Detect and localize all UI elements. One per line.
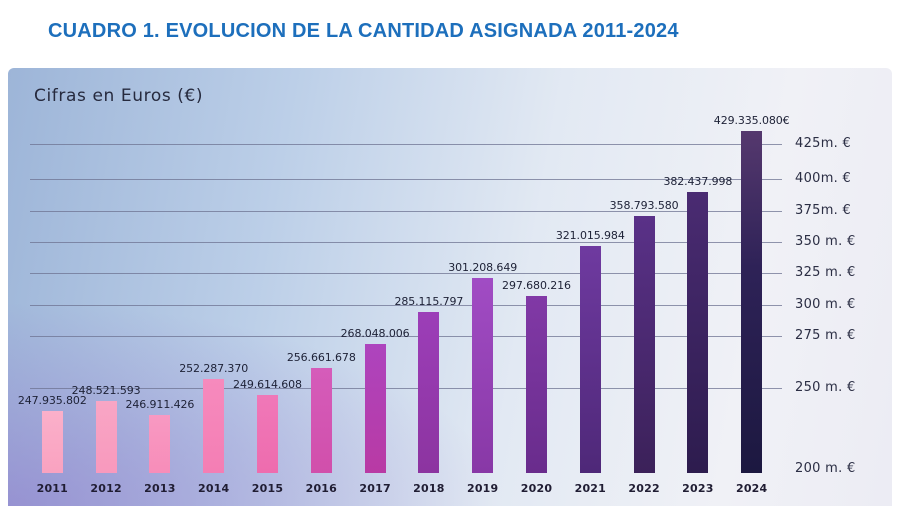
- bar-2018: [418, 312, 440, 473]
- bar-value-label: 268.048.006: [340, 327, 410, 340]
- bar-2017: [364, 344, 386, 473]
- x-axis-label: 2016: [305, 482, 338, 495]
- gridline: [30, 242, 782, 243]
- bar-value-label: 249.614.608: [233, 378, 302, 391]
- x-axis-label: 2017: [359, 482, 391, 495]
- bar-2012: [95, 401, 117, 473]
- y-axis-label: 250 m. €: [795, 380, 856, 395]
- y-axis-label: 325 m. €: [795, 265, 856, 280]
- gridline: [30, 273, 782, 274]
- gridline: [30, 336, 782, 337]
- bar-value-label: 301.208.649: [448, 261, 518, 274]
- bar-2013: [149, 415, 171, 473]
- bar-value-label: 252.287.370: [179, 362, 249, 375]
- x-axis-label: 2023: [682, 482, 714, 495]
- bar-value-label: 285.115.797: [394, 295, 464, 308]
- bar-2022: [633, 216, 655, 473]
- y-axis-label: 425m. €: [795, 136, 852, 151]
- bar-2024: [741, 131, 763, 473]
- x-axis-label: 2022: [628, 482, 660, 495]
- bar-value-label: 358.793.580: [609, 199, 679, 212]
- bar-value-label: 382.437.998: [663, 175, 733, 188]
- y-axis-label: 200 m. €: [795, 461, 856, 476]
- x-axis-label: 2018: [413, 482, 445, 495]
- bar-2015: [257, 395, 278, 473]
- bar-value-label: 256.661.678: [286, 351, 356, 364]
- chart-title: CUADRO 1. EVOLUCION DE LA CANTIDAD ASIGN…: [48, 20, 679, 42]
- bar-value-label: 246.911.426: [125, 398, 195, 411]
- bar-value-label: 248.521.593: [71, 384, 141, 397]
- gridline: [30, 179, 782, 180]
- bar-2023: [687, 192, 709, 473]
- bar-value-label: 297.680.216: [502, 279, 571, 292]
- bar-2020: [526, 296, 547, 473]
- x-axis-label: 2014: [197, 482, 230, 495]
- x-axis-label: 2011: [36, 482, 69, 495]
- x-axis-label: 2020: [520, 482, 553, 495]
- y-axis-label: 275 m. €: [795, 328, 856, 343]
- x-axis-label: 2021: [574, 482, 607, 495]
- y-axis-label: 375m. €: [795, 203, 852, 218]
- bar-2011: [41, 411, 63, 473]
- gridline: [30, 305, 782, 306]
- bar-value-label: 429.335.080€: [713, 114, 790, 127]
- y-axis-label: 400m. €: [795, 171, 852, 186]
- x-axis-label: 2013: [144, 482, 176, 495]
- gridline: [30, 211, 782, 212]
- bar-2014: [203, 379, 225, 473]
- chart-panel: Cifras en Euros (€) 425m. € 400m. € 375m. …: [8, 68, 892, 506]
- gridline: [30, 144, 782, 145]
- bar-2016: [310, 368, 332, 473]
- gridline: [30, 388, 782, 389]
- bar-value-label: 321.015.984: [555, 229, 625, 242]
- x-axis-label: 2024: [735, 482, 768, 495]
- chart-subtitle: Cifras en Euros (€): [34, 86, 204, 106]
- x-axis-label: 2012: [90, 482, 122, 495]
- bar-2021: [579, 246, 601, 473]
- x-axis-label: 2015: [251, 482, 284, 495]
- bar-2019: [472, 278, 494, 473]
- x-axis-label: 2019: [466, 482, 499, 495]
- bar-value-label: 247.935.802: [17, 394, 87, 407]
- y-axis-label: 300 m. €: [795, 297, 856, 312]
- y-axis-label: 350 m. €: [795, 234, 856, 249]
